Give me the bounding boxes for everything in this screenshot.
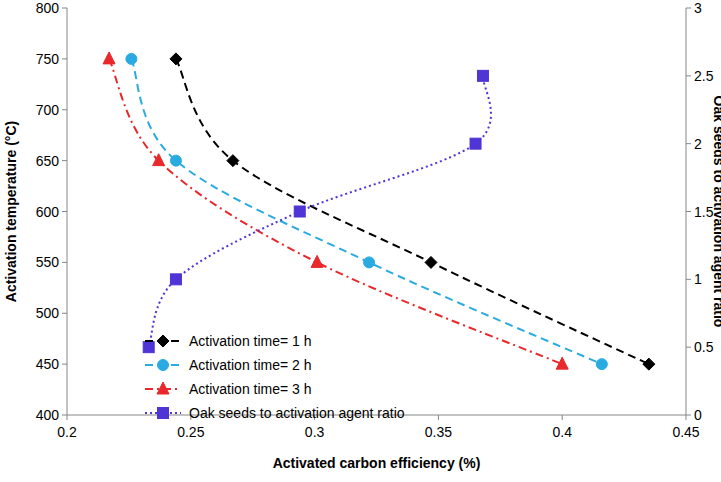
x-tick-label: 0.2: [57, 424, 77, 440]
y2-tick-label: 2.5: [694, 68, 714, 84]
x-tick: [67, 415, 68, 420]
legend-label: Activation time= 2 h: [189, 357, 312, 373]
y-tick-label: 750: [36, 51, 60, 67]
y2-tick-label: 3: [694, 0, 702, 16]
x-tick: [686, 415, 687, 420]
data-point: [227, 155, 239, 167]
legend-marker: [158, 408, 169, 419]
y-tick-label: 400: [36, 407, 60, 423]
y-tick-label: 450: [36, 356, 60, 372]
x-tick-label: 0.35: [425, 424, 452, 440]
y-tick-label: 600: [36, 204, 60, 220]
y-tick: [62, 364, 67, 365]
y-tick: [62, 109, 67, 110]
y-tick: [62, 262, 67, 263]
y2-tick-label: 1.5: [694, 204, 714, 220]
y-tick: [62, 211, 67, 212]
y2-tick-label: 0.5: [694, 339, 714, 355]
y-tick-label: 650: [36, 153, 60, 169]
y2-tick-label: 0: [694, 407, 702, 423]
data-point: [103, 52, 115, 64]
y2-tick: [686, 279, 691, 280]
y-axis-title: Activation temperature (°C): [3, 121, 19, 302]
y-tick-label: 500: [36, 305, 60, 321]
y2-tick-label: 1: [694, 271, 702, 287]
legend-marker: [158, 360, 169, 371]
data-point: [170, 274, 181, 285]
data-point: [311, 255, 323, 267]
y-tick-label: 550: [36, 254, 60, 270]
data-point: [556, 357, 568, 369]
y2-tick: [686, 8, 691, 9]
series-line: [176, 59, 649, 364]
y2-axis-title: Oak seeds to activation agent ratio: [711, 96, 721, 328]
y-tick: [62, 58, 67, 59]
plot-area: [103, 52, 655, 370]
data-point: [170, 53, 182, 65]
series-line: [131, 59, 601, 364]
legend: Activation time= 1 h Activation time= 2 h…: [145, 333, 405, 421]
data-point: [477, 70, 488, 81]
x-tick: [438, 415, 439, 420]
legend-label: Oak seeds to activation agent ratio: [189, 405, 405, 421]
x-tick: [562, 415, 563, 420]
y2-tick: [686, 347, 691, 348]
legend-marker: [157, 335, 169, 347]
data-point: [143, 342, 154, 353]
x-tick-label: 0.4: [552, 424, 572, 440]
legend-label: Activation time= 3 h: [189, 381, 312, 397]
data-point: [294, 206, 305, 217]
x-tick-label: 0.25: [177, 424, 204, 440]
y2-tick-label: 2: [694, 136, 702, 152]
y-tick: [62, 160, 67, 161]
x-tick-label: 0.45: [672, 424, 699, 440]
legend-marker: [157, 382, 169, 394]
data-point: [470, 138, 481, 149]
data-point: [170, 155, 181, 166]
y2-tick: [686, 211, 691, 212]
data-point: [596, 359, 607, 370]
series-line: [109, 59, 562, 364]
data-point: [425, 256, 437, 268]
y-tick: [62, 415, 67, 416]
y2-tick: [686, 143, 691, 144]
y-tick: [62, 8, 67, 9]
legend-label: Activation time= 1 h: [189, 333, 312, 349]
series-line: [149, 76, 491, 347]
data-point: [153, 154, 165, 166]
y-tick: [62, 313, 67, 314]
y-tick-label: 700: [36, 102, 60, 118]
chart: 0.2 0.25 0.3 0.35 0.4 0.45 400 450 500 550 600 650 7…: [0, 0, 721, 482]
y2-tick: [686, 75, 691, 76]
y2-tick: [686, 415, 691, 416]
y-tick-label: 800: [36, 0, 60, 16]
data-point: [364, 257, 375, 268]
data-point: [126, 53, 137, 64]
data-point: [643, 358, 655, 370]
x-tick-label: 0.3: [305, 424, 325, 440]
x-axis-title: Activated carbon efficiency (%): [273, 455, 481, 471]
